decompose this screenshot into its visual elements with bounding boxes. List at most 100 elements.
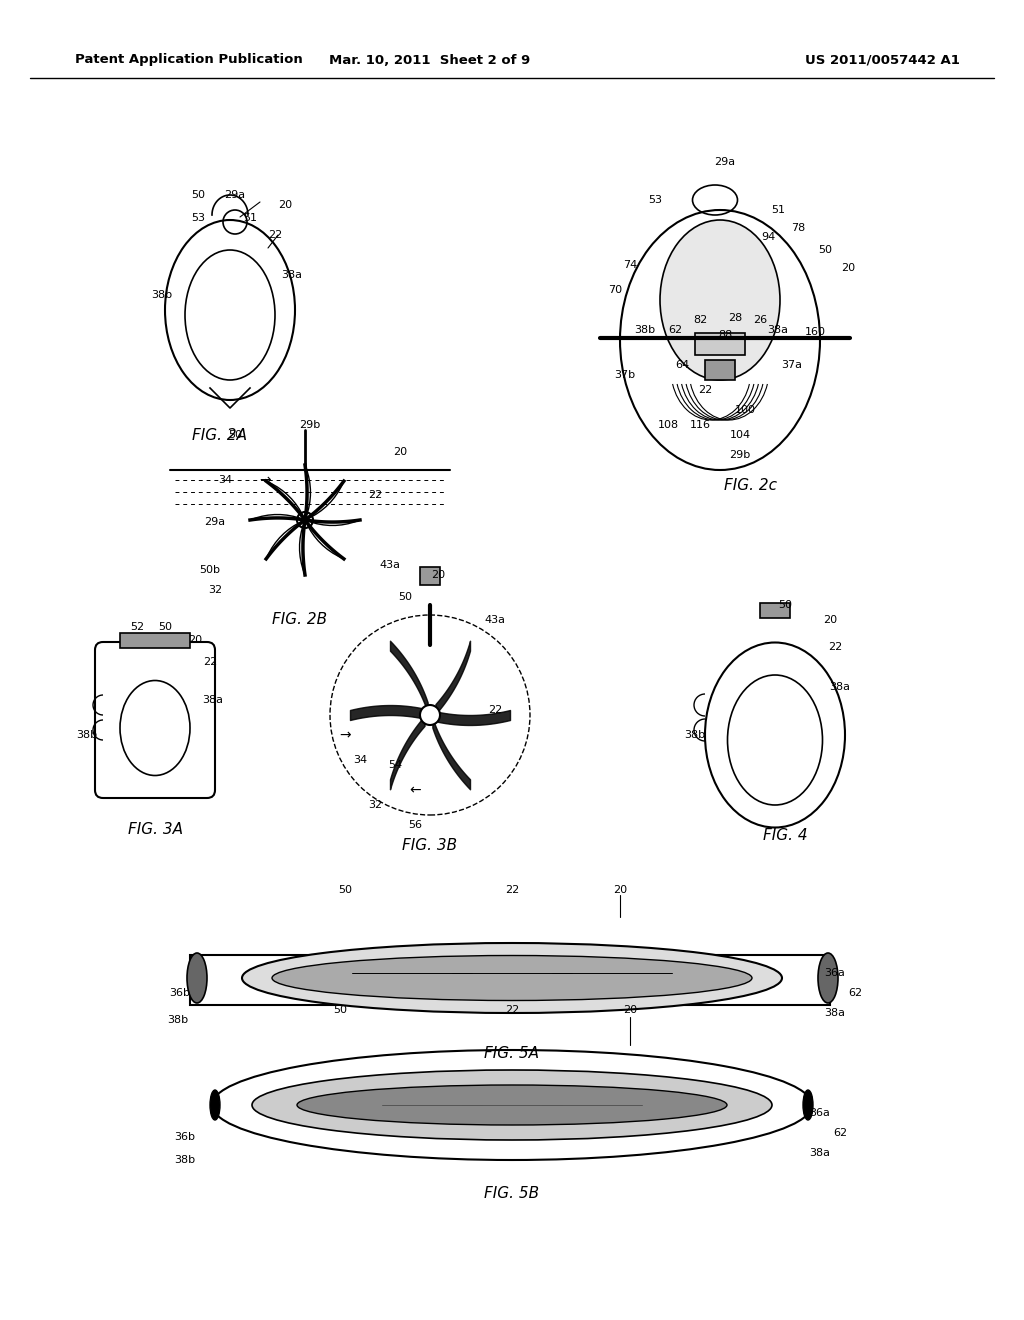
Ellipse shape: [272, 956, 752, 1001]
Ellipse shape: [210, 1090, 220, 1119]
Text: 36b: 36b: [170, 987, 190, 998]
Ellipse shape: [660, 220, 780, 380]
Text: 116: 116: [689, 420, 711, 430]
Bar: [420, 568, 440, 585]
Ellipse shape: [818, 953, 838, 1003]
Text: FIG. 5A: FIG. 5A: [484, 1045, 540, 1060]
Text: →: →: [339, 729, 351, 742]
Text: 51: 51: [243, 213, 257, 223]
Text: 38b: 38b: [684, 730, 706, 741]
Text: 50: 50: [398, 591, 412, 602]
Text: 50: 50: [228, 430, 242, 440]
Text: 53: 53: [648, 195, 662, 205]
Text: 20: 20: [823, 615, 837, 624]
Bar: [705, 360, 735, 380]
Text: 52: 52: [130, 622, 144, 632]
Text: 38b: 38b: [77, 730, 97, 741]
Text: 38b: 38b: [174, 1155, 196, 1166]
Ellipse shape: [727, 675, 822, 805]
Text: US 2011/0057442 A1: US 2011/0057442 A1: [805, 54, 961, 66]
Text: 22: 22: [203, 657, 217, 667]
Text: 32: 32: [208, 585, 222, 595]
Text: 38a: 38a: [824, 1008, 846, 1018]
Text: 160: 160: [805, 327, 825, 337]
Text: 22: 22: [698, 385, 712, 395]
Text: 22: 22: [505, 884, 519, 895]
Bar: [760, 603, 790, 618]
Ellipse shape: [212, 1049, 812, 1160]
Text: 70: 70: [608, 285, 622, 294]
Ellipse shape: [297, 1085, 727, 1125]
Text: 64: 64: [675, 360, 689, 370]
Text: 29a: 29a: [715, 157, 735, 168]
Text: 88: 88: [718, 330, 732, 341]
Text: 36a: 36a: [824, 968, 846, 978]
Text: 22: 22: [368, 490, 382, 500]
Text: 38a: 38a: [203, 696, 223, 705]
Text: 22: 22: [268, 230, 283, 240]
Text: 50: 50: [818, 246, 831, 255]
Text: 104: 104: [729, 430, 751, 440]
Text: 38b: 38b: [168, 1015, 188, 1026]
Text: 94: 94: [761, 232, 775, 242]
Text: 50: 50: [158, 622, 172, 632]
Text: 22: 22: [505, 1005, 519, 1015]
Text: 34: 34: [353, 755, 367, 766]
Text: 82: 82: [693, 315, 708, 325]
Text: Patent Application Publication: Patent Application Publication: [75, 54, 303, 66]
Text: 38b: 38b: [635, 325, 655, 335]
Text: 20: 20: [188, 635, 202, 645]
Text: 29a: 29a: [205, 517, 225, 527]
Text: 36a: 36a: [810, 1107, 830, 1118]
Text: 38b: 38b: [152, 290, 173, 300]
Ellipse shape: [185, 249, 275, 380]
Bar: [190, 954, 830, 1005]
Text: 62: 62: [668, 325, 682, 335]
Text: 20: 20: [431, 570, 445, 579]
Text: 56: 56: [408, 820, 422, 830]
Text: FIG. 2c: FIG. 2c: [724, 478, 776, 492]
Text: 20: 20: [623, 1005, 637, 1015]
Text: 51: 51: [771, 205, 785, 215]
Text: 38a: 38a: [282, 271, 302, 280]
FancyBboxPatch shape: [95, 642, 215, 799]
Text: 50: 50: [778, 601, 792, 610]
Text: 53: 53: [191, 213, 205, 223]
Text: 20: 20: [841, 263, 855, 273]
Ellipse shape: [187, 953, 207, 1003]
Bar: [695, 333, 745, 355]
Text: FIG. 2A: FIG. 2A: [193, 428, 248, 442]
Text: FIG. 5B: FIG. 5B: [484, 1185, 540, 1200]
Text: 54: 54: [388, 760, 402, 770]
Text: 100: 100: [734, 405, 756, 414]
Circle shape: [297, 512, 313, 528]
Text: 38a: 38a: [829, 682, 851, 692]
Text: 50: 50: [338, 884, 352, 895]
Text: 37b: 37b: [614, 370, 636, 380]
Text: 43a: 43a: [484, 615, 506, 624]
Text: 29b: 29b: [729, 450, 751, 459]
Text: →: →: [259, 473, 270, 487]
Circle shape: [420, 705, 440, 725]
Text: ←: ←: [410, 783, 421, 797]
Text: 29a: 29a: [224, 190, 246, 201]
Text: 50b: 50b: [200, 565, 220, 576]
Bar: [120, 634, 190, 648]
Text: 43a: 43a: [380, 560, 400, 570]
Text: 50: 50: [191, 190, 205, 201]
Text: 74: 74: [623, 260, 637, 271]
Text: 34: 34: [218, 475, 232, 484]
Text: FIG. 3A: FIG. 3A: [128, 822, 182, 837]
Text: 20: 20: [613, 884, 627, 895]
Ellipse shape: [242, 942, 782, 1012]
Text: 50: 50: [333, 1005, 347, 1015]
Text: 38a: 38a: [768, 325, 788, 335]
Text: 28: 28: [728, 313, 742, 323]
Text: 36b: 36b: [174, 1133, 196, 1142]
Text: 26: 26: [753, 315, 767, 325]
Text: Mar. 10, 2011  Sheet 2 of 9: Mar. 10, 2011 Sheet 2 of 9: [330, 54, 530, 66]
Text: 37a: 37a: [781, 360, 803, 370]
Text: 29b: 29b: [299, 420, 321, 430]
Text: 22: 22: [487, 705, 502, 715]
Text: 22: 22: [827, 642, 842, 652]
